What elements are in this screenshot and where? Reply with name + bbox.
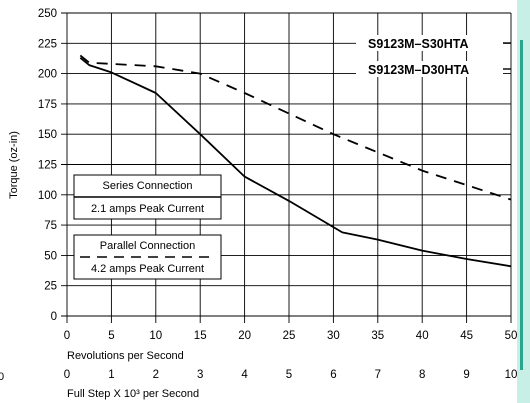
x2-tick-label: 8 xyxy=(419,369,425,381)
y-tick-label: 175 xyxy=(38,99,57,111)
x-tick-label: 10 xyxy=(149,330,162,342)
x2-tick-label: 2 xyxy=(153,369,159,381)
y-tick-label: 250 xyxy=(38,8,57,20)
series-line-s30hta xyxy=(79,57,512,268)
x2-tick-labels: 0 1 2 3 4 5 6 7 8 9 10 xyxy=(64,369,518,381)
model-label-bg-2 xyxy=(356,61,503,77)
x2-tick-label: 7 xyxy=(375,369,381,381)
legend-series-connection: Series Connection 2.1 amps Peak Current xyxy=(73,174,222,220)
model-label-bg-1 xyxy=(356,35,503,51)
y-tick-labels: 0 25 50 75 100 125 150 175 200 225 250 xyxy=(38,8,57,323)
y-tick-label: 100 xyxy=(38,190,57,202)
x-tick-label: 45 xyxy=(460,330,473,342)
y-tick-label: 200 xyxy=(38,69,57,81)
series-line-d30hta xyxy=(79,54,512,201)
x-tick-label: 30 xyxy=(327,330,340,342)
y-tick-label: 150 xyxy=(38,129,57,141)
x-tick-label: 5 xyxy=(108,330,114,342)
y-tick-label: 0 xyxy=(51,311,57,323)
y-tick-label: 50 xyxy=(44,250,57,262)
legend-series-title: Series Connection xyxy=(103,180,193,192)
legend-series-subtitle: 2.1 amps Peak Current xyxy=(91,203,204,215)
x-axis-label: Revolutions per Second xyxy=(67,350,184,362)
y-tick-label: 225 xyxy=(38,38,57,50)
x-tick-label: 15 xyxy=(194,330,207,342)
x2-tick-label: 0 xyxy=(64,369,70,381)
x2-tick-label: 6 xyxy=(330,369,336,381)
y-tick-label: 25 xyxy=(44,281,57,293)
stray-zero-label: 0 xyxy=(0,371,4,383)
x2-tick-label: 9 xyxy=(463,369,469,381)
model-label-s30: S9123M–S30HTA xyxy=(368,37,469,51)
x2-tick-label: 4 xyxy=(241,369,248,381)
legend-parallel-title: Parallel Connection xyxy=(100,240,195,252)
x-tick-label: 35 xyxy=(371,330,384,342)
x-tick-label: 0 xyxy=(64,330,70,342)
model-label-d30: S9123M–D30HTA xyxy=(368,63,469,77)
x-tick-label: 20 xyxy=(238,330,251,342)
y-tick-label: 125 xyxy=(38,160,57,172)
x2-axis-label: Full Step X 10³ per Second xyxy=(67,388,199,400)
y-tick-label: 75 xyxy=(44,220,57,232)
x2-tick-label: 3 xyxy=(197,369,203,381)
x-tick-label: 25 xyxy=(283,330,296,342)
x-tick-label: 40 xyxy=(416,330,429,342)
x2-tick-label: 1 xyxy=(108,369,114,381)
x2-tick-label: 10 xyxy=(505,369,518,381)
legend-parallel-subtitle: 4.2 amps Peak Current xyxy=(91,263,204,275)
legend-parallel-connection: Parallel Connection 4.2 amps Peak Curren… xyxy=(73,234,222,280)
accent-strip xyxy=(517,0,530,403)
x-tick-labels: 0 5 10 15 20 25 30 35 40 45 50 xyxy=(64,330,518,342)
x2-tick-label: 5 xyxy=(286,369,292,381)
x-tick-label: 50 xyxy=(505,330,518,342)
accent-strip-line xyxy=(520,40,523,370)
y-axis-label: Torque (oz-in) xyxy=(8,131,20,199)
series-lines xyxy=(79,54,512,268)
